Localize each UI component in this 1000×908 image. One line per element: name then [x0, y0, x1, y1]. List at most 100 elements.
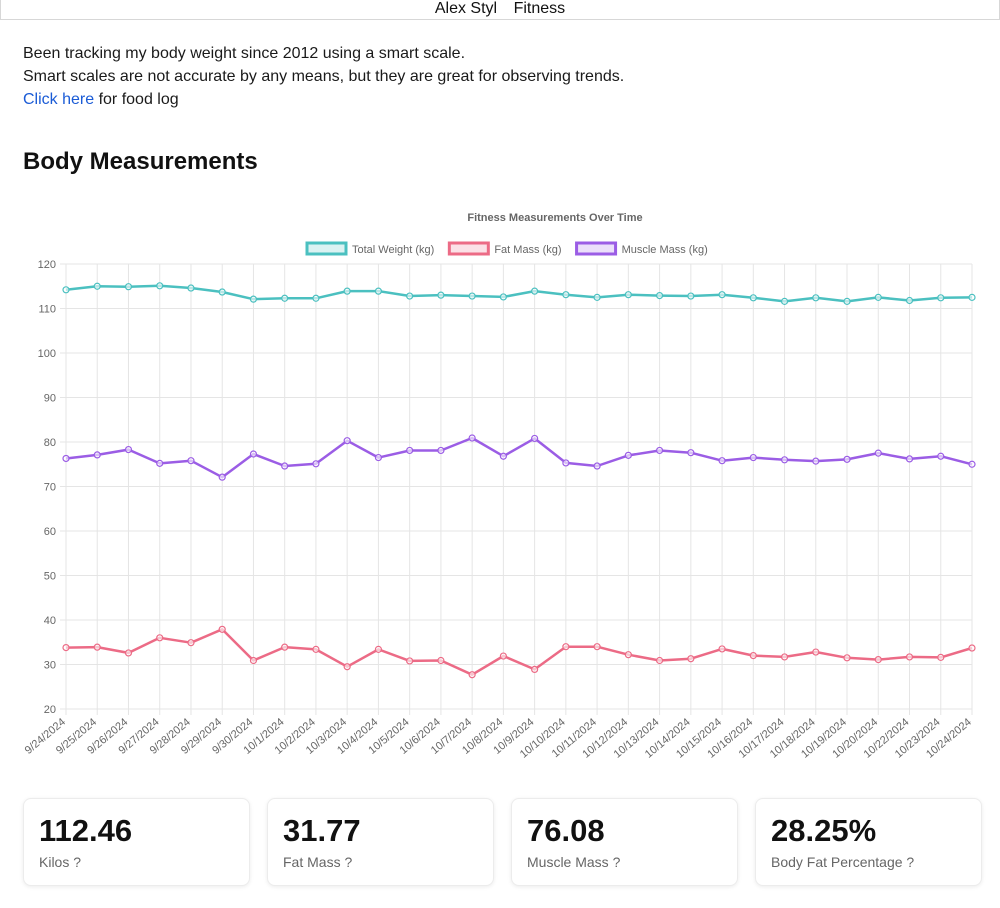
- legend-swatch: [575, 241, 618, 256]
- legend-label: Fat Mass (kg): [494, 244, 561, 256]
- data-point: [156, 282, 164, 290]
- data-point: [62, 643, 70, 652]
- stat-value: 31.77: [283, 813, 361, 848]
- data-point: [62, 454, 70, 463]
- stat-value: 112.46: [39, 813, 133, 848]
- data-point: [468, 434, 476, 442]
- series-line: [65, 436, 973, 479]
- data-point: [468, 292, 476, 300]
- series-line: [65, 628, 973, 676]
- data-point: [312, 460, 320, 468]
- y-tick-label: 30: [44, 660, 56, 672]
- stat-label[interactable]: Body Fat Percentage ?: [771, 854, 915, 870]
- data-point: [905, 296, 914, 305]
- data-point: [249, 450, 258, 458]
- data-point: [312, 294, 320, 302]
- stat-label[interactable]: Fat Mass ?: [283, 854, 353, 870]
- nav-link-fitness[interactable]: Fitness: [513, 0, 566, 17]
- data-point: [624, 451, 632, 459]
- legend-swatch: [447, 241, 490, 256]
- stats-cards: 112.46 Kilos ? 31.77 Fat Mass ? 76.08 Mu…: [23, 798, 985, 886]
- data-point: [905, 455, 914, 463]
- data-point: [749, 652, 757, 660]
- data-point: [343, 437, 351, 445]
- data-point: [187, 457, 195, 465]
- stat-card-kilos: 112.46 Kilos ?: [23, 798, 250, 886]
- data-point: [843, 455, 851, 463]
- data-point: [874, 449, 882, 457]
- y-tick-label: 80: [44, 437, 56, 449]
- legend-swatch: [305, 241, 348, 256]
- data-point: [655, 291, 664, 300]
- data-point: [499, 652, 507, 660]
- data-point: [499, 452, 507, 460]
- data-point: [343, 287, 351, 295]
- y-tick-label: 60: [44, 526, 56, 538]
- data-point: [968, 460, 976, 468]
- data-point: [124, 649, 133, 657]
- data-point: [843, 297, 851, 305]
- data-point: [687, 292, 695, 300]
- data-point: [468, 671, 476, 679]
- data-point: [593, 462, 601, 470]
- series-line: [65, 284, 973, 303]
- y-tick-label: 70: [44, 482, 56, 494]
- y-tick-label: 40: [44, 615, 56, 627]
- data-point: [156, 459, 164, 467]
- food-log-link[interactable]: Click here: [23, 91, 95, 108]
- data-point: [780, 456, 789, 464]
- data-point: [905, 653, 914, 661]
- data-point: [249, 656, 258, 665]
- data-point: [218, 473, 226, 481]
- data-point: [812, 648, 820, 656]
- data-point: [562, 459, 570, 467]
- y-tick-label: 100: [38, 348, 56, 360]
- data-point: [374, 287, 383, 295]
- data-point: [93, 451, 101, 459]
- data-point: [93, 282, 101, 290]
- data-point: [374, 453, 383, 462]
- data-point: [624, 651, 632, 659]
- top-nav: Alex Styl Fitness: [0, 0, 1000, 20]
- data-point: [968, 293, 976, 301]
- data-point: [437, 656, 445, 665]
- y-tick-label: 50: [44, 571, 56, 583]
- y-tick-label: 90: [44, 393, 56, 405]
- data-point: [187, 639, 195, 647]
- data-point: [281, 294, 289, 302]
- fitness-line-chart: Fitness Measurements Over Time Total Weig…: [23, 212, 976, 761]
- data-point: [624, 291, 632, 299]
- data-point: [531, 434, 539, 443]
- nav-link-home[interactable]: Alex Styl: [434, 0, 498, 17]
- data-point: [937, 653, 945, 661]
- food-log-suffix: for food log: [94, 91, 179, 108]
- data-point: [499, 293, 507, 301]
- data-point: [406, 446, 414, 455]
- data-point: [406, 657, 414, 665]
- data-point: [562, 291, 570, 299]
- stat-value: 76.08: [527, 813, 605, 848]
- data-point: [374, 645, 383, 653]
- intro-line-2: Smart scales are not accurate by any mea…: [23, 68, 625, 85]
- data-point: [343, 663, 351, 671]
- data-point: [655, 446, 664, 455]
- stat-card-fat-mass: 31.77 Fat Mass ?: [267, 798, 494, 886]
- data-point: [593, 293, 601, 301]
- data-point: [718, 291, 726, 299]
- data-point: [874, 656, 882, 664]
- data-point: [812, 457, 820, 465]
- data-point: [968, 644, 976, 652]
- data-point: [749, 453, 757, 462]
- data-point: [531, 665, 539, 673]
- stat-label[interactable]: Kilos ?: [39, 854, 82, 870]
- data-point: [718, 645, 726, 653]
- data-point: [406, 292, 414, 300]
- data-point: [218, 288, 226, 296]
- data-point: [93, 643, 101, 651]
- section-title: Body Measurements: [23, 148, 258, 175]
- data-point: [562, 643, 570, 651]
- data-point: [156, 634, 164, 642]
- data-point: [843, 654, 851, 662]
- chart-title: Fitness Measurements Over Time: [467, 212, 642, 224]
- stat-label[interactable]: Muscle Mass ?: [527, 854, 621, 870]
